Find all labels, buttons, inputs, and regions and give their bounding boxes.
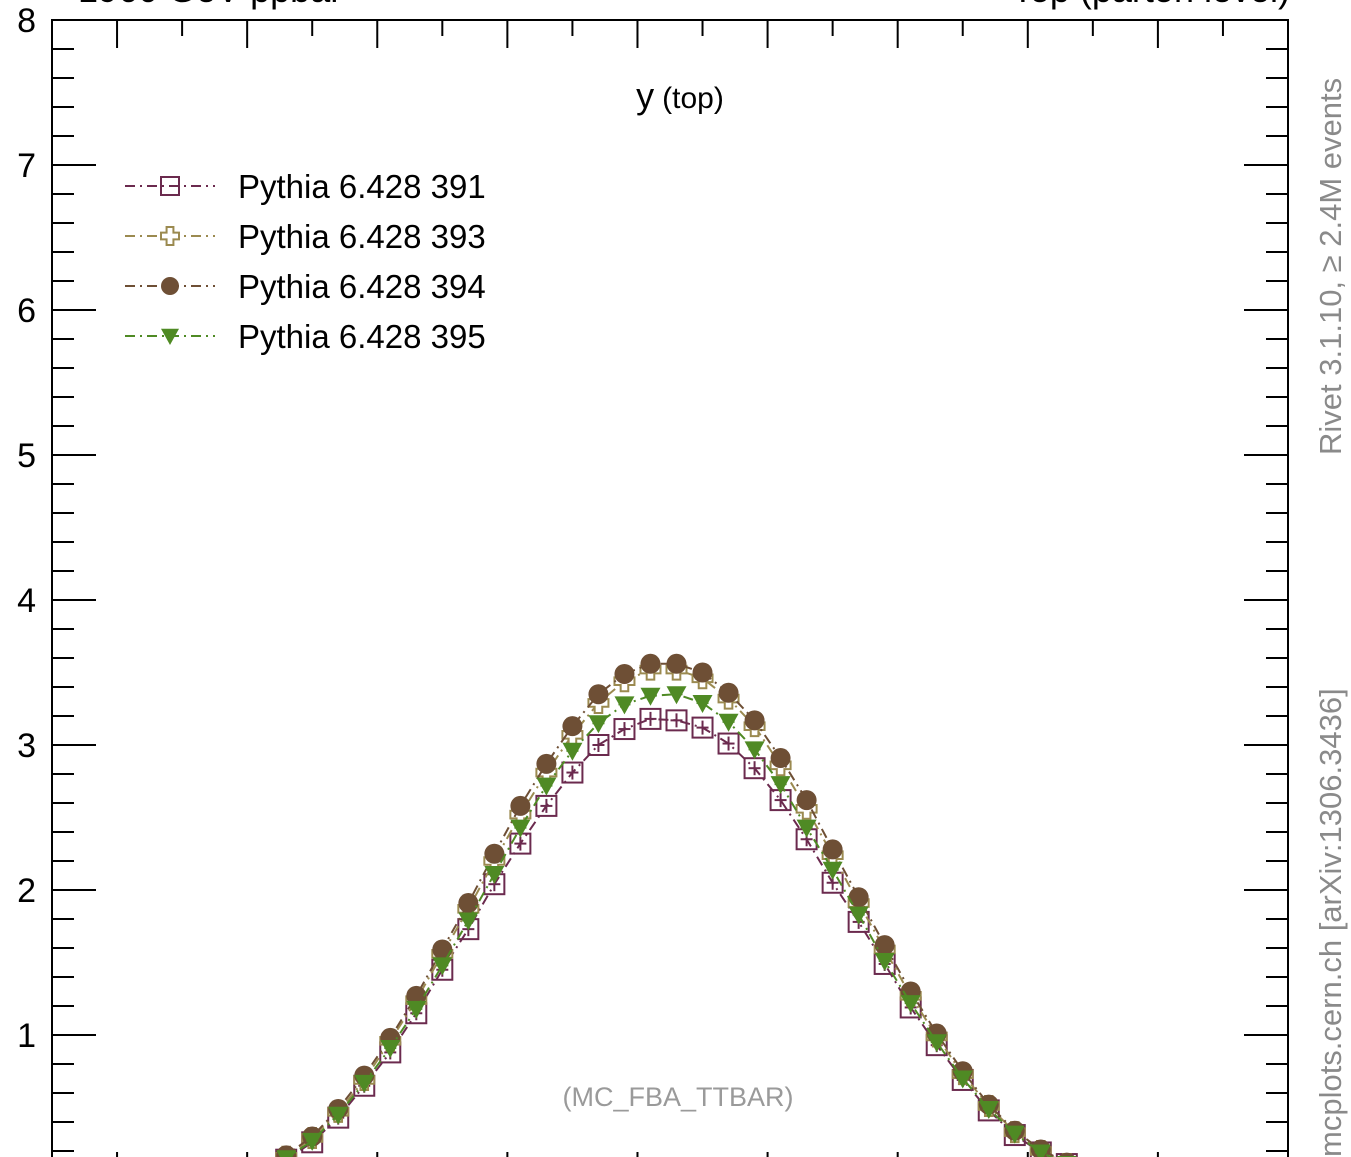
rivet-version-label: Rivet 3.1.10, ≥ 2.4M events <box>1313 77 1348 455</box>
data-point <box>562 716 583 737</box>
data-point <box>562 742 583 761</box>
data-point <box>848 906 869 925</box>
data-point <box>302 1132 323 1151</box>
mcplots-label: mcplots.cern.ch [arXiv:1306.3436] <box>1313 688 1348 1157</box>
watermark: (MC_FBA_TTBAR) <box>562 1082 793 1112</box>
data-point <box>874 935 895 956</box>
chart-title-sub: (top) <box>662 82 724 115</box>
data-point <box>692 694 713 713</box>
y-tick-label: 4 <box>17 582 36 620</box>
series-line <box>286 693 1054 1157</box>
series-layer <box>275 653 1078 1157</box>
legend-label: Pythia 6.428 394 <box>238 268 486 305</box>
legend-marker <box>161 277 179 295</box>
data-point <box>666 653 687 674</box>
data-point <box>744 710 765 731</box>
data-point <box>952 1070 973 1089</box>
y-tick-label: 8 <box>17 2 36 40</box>
chart-title: y (top) <box>636 75 724 116</box>
header-right: Top (parton level) <box>1012 0 1290 10</box>
data-point <box>276 1150 297 1157</box>
data-point <box>874 953 895 972</box>
axis-ticks <box>52 20 1288 1157</box>
legend-entry-4: Pythia 6.428 395 <box>125 318 486 355</box>
legend-label: Pythia 6.428 395 <box>238 318 486 355</box>
data-point <box>692 662 713 683</box>
chart-title-text: y (top) <box>636 75 724 116</box>
data-point <box>665 709 688 732</box>
chart-title-main: y <box>636 75 654 116</box>
data-point <box>900 995 921 1014</box>
series-line <box>280 662 1058 1157</box>
data-point <box>744 741 765 760</box>
data-point <box>328 1106 349 1125</box>
legend-marker <box>160 226 180 246</box>
data-point <box>926 1034 947 1053</box>
legend: Pythia 6.428 391 Pythia 6.428 393 Pythia 6… <box>125 168 486 355</box>
data-point <box>691 716 714 739</box>
data-point <box>822 861 843 880</box>
data-point <box>614 696 635 715</box>
y-tick-label: 7 <box>17 147 36 185</box>
legend-entry-2: Pythia 6.428 393 <box>125 218 486 255</box>
data-point <box>510 795 531 816</box>
plot-frame <box>51 19 1289 1157</box>
data-point <box>354 1074 375 1093</box>
data-point <box>1030 1144 1051 1157</box>
data-point <box>406 1000 427 1019</box>
legend-label: Pythia 6.428 393 <box>238 218 486 255</box>
data-point <box>380 1040 401 1059</box>
data-point <box>587 734 610 756</box>
data-point <box>848 887 869 908</box>
data-point <box>561 761 584 784</box>
data-point <box>432 939 453 960</box>
data-point <box>718 713 739 732</box>
data-point <box>536 777 557 796</box>
data-point <box>770 748 791 769</box>
data-point <box>536 753 557 774</box>
data-point <box>510 819 531 838</box>
legend-entry-1: Pythia 6.428 391 <box>125 168 486 205</box>
data-point <box>432 957 453 976</box>
data-point <box>588 715 609 734</box>
data-point <box>822 839 843 860</box>
data-point <box>458 893 479 914</box>
legend-entry-3: Pythia 6.428 394 <box>125 268 486 305</box>
data-point <box>640 687 661 706</box>
data-point <box>717 732 740 755</box>
data-point <box>484 866 505 885</box>
y-tick-label: 6 <box>17 292 36 330</box>
data-point <box>796 790 817 811</box>
legend-label: Pythia 6.428 391 <box>238 168 486 205</box>
header-left: 1960 GeV ppbar <box>78 0 342 10</box>
data-point <box>458 912 479 931</box>
data-point <box>718 682 739 703</box>
y-tick-labels: 1 2 3 4 5 6 7 8 <box>17 2 36 1055</box>
y-tick-label: 3 <box>17 727 36 765</box>
data-point <box>639 707 662 730</box>
data-point <box>1058 1152 1076 1157</box>
data-point <box>535 794 558 817</box>
legend-marker <box>160 176 180 196</box>
data-point <box>613 718 636 741</box>
legend-marker <box>161 328 179 345</box>
data-point <box>614 663 635 684</box>
y-tick-label: 1 <box>17 1017 36 1055</box>
data-point <box>770 776 791 795</box>
data-point <box>978 1100 999 1119</box>
series-line <box>283 668 1055 1157</box>
data-point <box>796 819 817 838</box>
data-point <box>484 843 505 864</box>
y-tick-label: 2 <box>17 872 36 910</box>
data-point <box>588 684 609 705</box>
data-point <box>1004 1125 1025 1144</box>
data-point <box>640 653 661 674</box>
y-tick-label: 5 <box>17 437 36 475</box>
data-point <box>666 686 687 705</box>
series-line <box>288 717 1054 1157</box>
series-4 <box>276 686 1077 1157</box>
